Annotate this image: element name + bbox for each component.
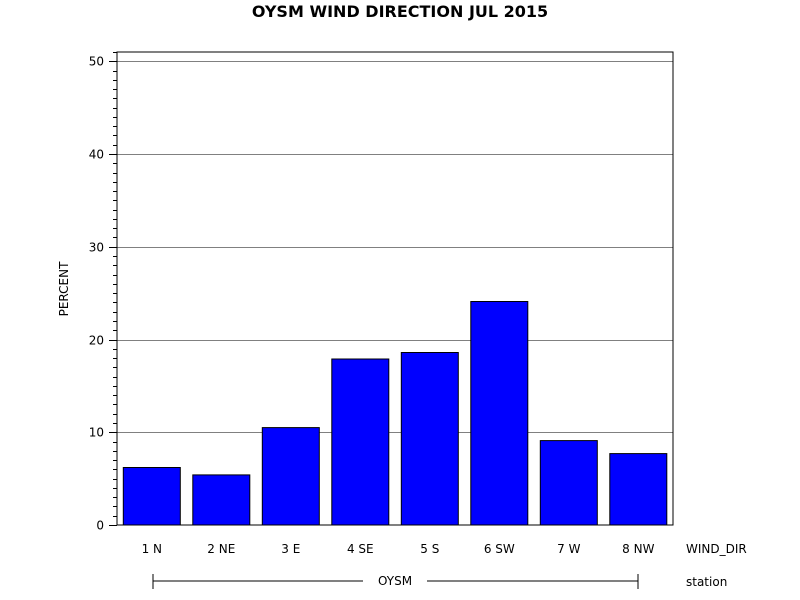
y-tick-label: 10 [89, 426, 104, 440]
y-axis-label: PERCENT [57, 261, 71, 316]
x-tick-label: 5 S [420, 542, 439, 556]
x-axis: 1 N 2 NE 3 E 4 SE 5 S 6 SW 7 W 8 NW [142, 542, 655, 556]
plot-frame [116, 51, 674, 526]
y-tick-label: 0 [96, 519, 104, 533]
bar [122, 467, 181, 526]
y-tick-label: 50 [89, 55, 104, 69]
x-tick-label: 6 SW [484, 542, 515, 556]
y-tick-label: 30 [89, 241, 104, 255]
group-axis: OYSM [152, 574, 639, 589]
x-tick-label: 3 E [281, 542, 300, 556]
x-tick-label: 1 N [142, 542, 162, 556]
y-axis: 0 10 20 30 40 50 [89, 52, 117, 533]
bar [539, 440, 598, 526]
y-tick-label: 20 [89, 334, 104, 348]
gridlines [117, 61, 673, 433]
bars [122, 301, 668, 526]
bar [192, 474, 251, 526]
bar [400, 352, 459, 526]
bar [470, 301, 529, 526]
bar [609, 453, 668, 526]
x-tick-label: 4 SE [347, 542, 374, 556]
chart-title: OYSM WIND DIRECTION JUL 2015 [252, 2, 548, 21]
bar [261, 427, 320, 526]
y-tick-label: 40 [89, 148, 104, 162]
x-tick-label: 8 NW [622, 542, 654, 556]
x-tick-label: 2 NE [207, 542, 235, 556]
x-tick-label: 7 W [557, 542, 580, 556]
x-axis-label: WIND_DIR [686, 542, 747, 556]
bar [331, 358, 390, 526]
group-label: OYSM [378, 574, 412, 588]
group-axis-label: station [686, 575, 727, 589]
